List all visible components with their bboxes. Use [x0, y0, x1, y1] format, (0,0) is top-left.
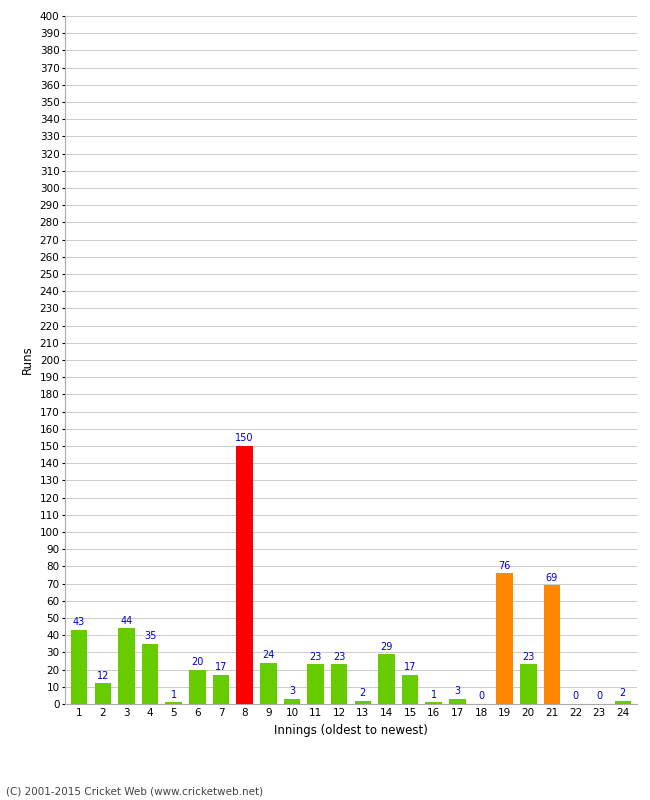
- Bar: [426, 702, 442, 704]
- Bar: [142, 644, 159, 704]
- Text: 20: 20: [191, 657, 203, 667]
- Text: 2: 2: [359, 688, 366, 698]
- Bar: [307, 665, 324, 704]
- Text: (C) 2001-2015 Cricket Web (www.cricketweb.net): (C) 2001-2015 Cricket Web (www.cricketwe…: [6, 786, 264, 796]
- Bar: [189, 670, 205, 704]
- Text: 23: 23: [522, 652, 534, 662]
- Text: 2: 2: [619, 688, 626, 698]
- Text: 23: 23: [309, 652, 322, 662]
- Bar: [614, 701, 631, 704]
- Bar: [449, 699, 465, 704]
- Text: 35: 35: [144, 631, 156, 642]
- Text: 150: 150: [235, 434, 254, 443]
- Bar: [237, 446, 253, 704]
- Text: 23: 23: [333, 652, 345, 662]
- Bar: [260, 662, 276, 704]
- Y-axis label: Runs: Runs: [21, 346, 34, 374]
- Text: 12: 12: [97, 670, 109, 681]
- Bar: [71, 630, 88, 704]
- Text: 1: 1: [431, 690, 437, 700]
- Bar: [213, 674, 229, 704]
- Text: 69: 69: [546, 573, 558, 582]
- Bar: [520, 665, 536, 704]
- Text: 17: 17: [214, 662, 227, 672]
- Bar: [118, 628, 135, 704]
- Text: 3: 3: [289, 686, 295, 696]
- Bar: [354, 701, 371, 704]
- Text: 29: 29: [380, 642, 393, 651]
- Bar: [402, 674, 419, 704]
- Text: 0: 0: [478, 691, 484, 702]
- Bar: [331, 665, 348, 704]
- Bar: [378, 654, 395, 704]
- Text: 76: 76: [499, 561, 511, 570]
- Text: 17: 17: [404, 662, 416, 672]
- Text: 0: 0: [596, 691, 603, 702]
- Text: 1: 1: [171, 690, 177, 700]
- Text: 24: 24: [262, 650, 274, 660]
- Text: 44: 44: [120, 616, 133, 626]
- Bar: [94, 683, 111, 704]
- X-axis label: Innings (oldest to newest): Innings (oldest to newest): [274, 724, 428, 737]
- Bar: [166, 702, 182, 704]
- Text: 0: 0: [573, 691, 578, 702]
- Bar: [543, 586, 560, 704]
- Bar: [497, 574, 513, 704]
- Text: 43: 43: [73, 618, 85, 627]
- Bar: [283, 699, 300, 704]
- Text: 3: 3: [454, 686, 460, 696]
